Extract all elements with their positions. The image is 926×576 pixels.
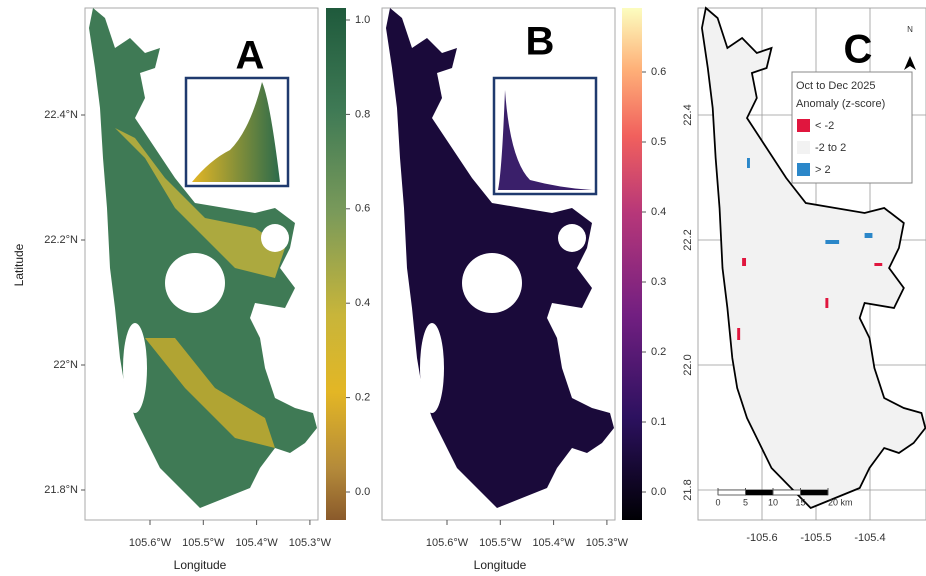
panel-label: C <box>844 28 873 72</box>
colorbar-tick-label: 0.6 <box>651 66 666 78</box>
legend-swatch <box>797 119 810 132</box>
x-tick-label: 105.3°W <box>586 537 629 549</box>
inset-density <box>192 82 280 182</box>
legend-label: -2 to 2 <box>815 142 846 154</box>
scale-label: 15 <box>795 497 805 507</box>
x-tick-label: 105.3°W <box>289 537 332 549</box>
colorbar-tick-label: 1.0 <box>355 14 370 26</box>
y-tick-label: 21.8 <box>682 479 694 500</box>
colorbar-tick-label: 0.5 <box>651 136 666 148</box>
legend-label: < -2 <box>815 120 834 132</box>
legend-swatch <box>797 141 810 154</box>
y-tick-label: 22.0 <box>682 354 694 375</box>
colorbar-tick-label: 0.0 <box>355 486 370 498</box>
x-tick-label: -105.4 <box>854 532 885 544</box>
scale-segment <box>772 489 801 496</box>
scale-label: 20 km <box>828 497 853 507</box>
x-tick-label: 105.5°W <box>182 537 225 549</box>
colorbar-tick-label: 0.6 <box>355 203 370 215</box>
colorbar-tick-label: 0.3 <box>651 276 666 288</box>
x-tick-label: -105.6 <box>746 532 777 544</box>
x-tick-label: -105.5 <box>800 532 831 544</box>
legend-label: > 2 <box>815 164 831 176</box>
colorbar-tick-label: 0.0 <box>651 486 666 498</box>
scale-segment <box>745 489 774 496</box>
scale-bar: 0 5 10 15 20 km <box>715 488 853 507</box>
y-tick-label: 22.2°N <box>44 234 78 246</box>
colorbar-tick-label: 0.8 <box>355 108 370 120</box>
colorbar-tick-label: 0.4 <box>651 206 666 218</box>
x-axis-label: Longitude <box>174 558 227 572</box>
y-axis-label: Latitude <box>12 243 26 286</box>
y-tick-label: 22°N <box>53 359 78 371</box>
colorbar <box>326 8 346 520</box>
map-b <box>386 8 614 508</box>
panel-label: B <box>526 20 555 64</box>
panel-label: A <box>236 34 265 78</box>
y-tick-label: 22.4 <box>682 104 694 125</box>
colorbar <box>622 8 642 520</box>
map-c <box>701 7 926 509</box>
legend: < -2 -2 to 2 > 2 <box>797 119 846 176</box>
colorbar-tick-label: 0.1 <box>651 416 666 428</box>
colorbar-tick-label: 0.2 <box>355 392 370 404</box>
scale-segment <box>800 489 829 496</box>
legend-title: Oct to Dec 2025 <box>796 80 876 92</box>
x-tick-label: 105.4°W <box>532 537 575 549</box>
legend-swatch <box>797 163 810 176</box>
y-tick-label: 22.2 <box>682 229 694 250</box>
y-tick-label: 22.4°N <box>44 109 78 121</box>
legend-box <box>791 71 913 184</box>
legend-subtitle: Anomaly (z-score) <box>796 98 885 110</box>
scale-label: 5 <box>743 497 748 507</box>
x-tick-label: 105.6°W <box>426 537 469 549</box>
scale-segment <box>717 489 746 496</box>
north-label: N <box>907 25 913 34</box>
colorbar-tick-label: 0.2 <box>651 346 666 358</box>
map-a <box>89 8 317 508</box>
north-arrow <box>904 56 916 70</box>
scale-label: 10 <box>768 497 778 507</box>
scale-label: 0 <box>715 497 720 507</box>
y-tick-label: 21.8°N <box>44 484 78 496</box>
x-tick-label: 105.4°W <box>235 537 278 549</box>
colorbar-tick-label: 0.4 <box>355 297 370 309</box>
x-tick-label: 105.5°W <box>479 537 522 549</box>
x-tick-label: 105.6°W <box>129 537 172 549</box>
x-axis-label: Longitude <box>474 558 527 572</box>
inset-density <box>498 90 592 190</box>
